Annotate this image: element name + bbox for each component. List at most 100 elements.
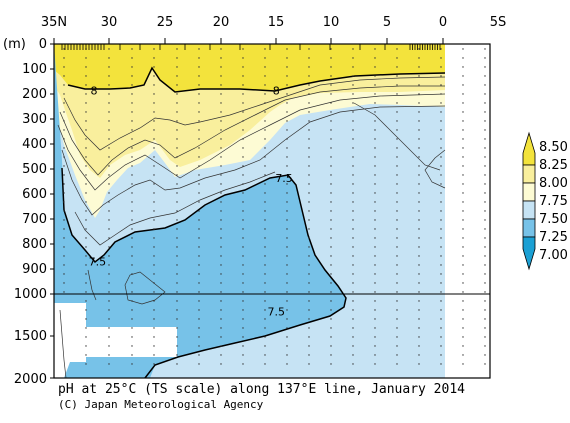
station-dot	[374, 336, 376, 338]
station-dot	[108, 345, 110, 347]
station-dot	[63, 237, 65, 239]
station-dot	[352, 336, 354, 338]
station-dot	[264, 66, 266, 68]
station-dot	[131, 219, 133, 221]
station-dot	[440, 219, 442, 221]
station-dot	[286, 183, 288, 185]
station-dot	[286, 129, 288, 131]
station-dot	[352, 102, 354, 104]
station-dot	[264, 255, 266, 257]
station-dot	[374, 75, 376, 77]
station-dot	[484, 111, 486, 113]
station-dot	[286, 57, 288, 59]
station-dot	[484, 273, 486, 275]
station-dot	[374, 246, 376, 248]
station-dot	[153, 345, 155, 347]
station-dot	[85, 210, 87, 212]
station-dot	[242, 282, 244, 284]
station-dot	[264, 174, 266, 176]
station-dot	[108, 129, 110, 131]
station-dot	[63, 246, 65, 248]
y-tick-label: 300	[22, 112, 47, 127]
station-dot	[242, 138, 244, 140]
station-dot	[462, 147, 464, 149]
station-dot	[308, 264, 310, 266]
station-dot	[242, 57, 244, 59]
station-dot	[242, 192, 244, 194]
station-dot	[440, 93, 442, 95]
station-dot	[108, 309, 110, 311]
station-dot	[108, 48, 110, 50]
station-dot	[85, 129, 87, 131]
station-dot	[242, 147, 244, 149]
station-dot	[198, 57, 200, 59]
station-dot	[220, 246, 222, 248]
station-dot	[153, 111, 155, 113]
station-dot	[418, 57, 420, 59]
station-dot	[462, 156, 464, 158]
station-dot	[176, 201, 178, 203]
x-tick-labels: 35N 30 25 20 15 10 5 0 5S	[41, 15, 506, 30]
station-dot	[220, 228, 222, 230]
station-dot	[396, 93, 398, 95]
station-dot	[63, 228, 65, 230]
station-dot	[242, 327, 244, 329]
station-dot	[176, 309, 178, 311]
station-dot	[462, 363, 464, 365]
station-dot	[308, 84, 310, 86]
station-dot	[176, 318, 178, 320]
station-dot	[131, 165, 133, 167]
station-dot	[286, 264, 288, 266]
station-dot	[330, 282, 332, 284]
station-dot	[308, 255, 310, 257]
station-dot	[396, 174, 398, 176]
station-dot	[440, 147, 442, 149]
station-dot	[131, 291, 133, 293]
station-dot	[418, 363, 420, 365]
station-dot	[131, 327, 133, 329]
colorbar-swatch	[522, 164, 536, 184]
station-dot	[63, 201, 65, 203]
station-dot	[308, 48, 310, 50]
station-dot	[153, 336, 155, 338]
station-dot	[418, 174, 420, 176]
station-dot	[484, 192, 486, 194]
station-dot	[374, 174, 376, 176]
station-dot	[63, 57, 65, 59]
station-dot	[484, 255, 486, 257]
station-dot	[264, 210, 266, 212]
station-dot	[440, 318, 442, 320]
station-dot	[462, 354, 464, 356]
contour-thin-9	[87, 269, 97, 301]
station-dot	[396, 354, 398, 356]
station-dot	[396, 345, 398, 347]
station-dot	[396, 48, 398, 50]
station-dot	[440, 237, 442, 239]
station-dot	[374, 210, 376, 212]
y-tick-label: 900	[22, 262, 47, 277]
station-dot	[286, 282, 288, 284]
station-dot	[153, 201, 155, 203]
station-dot	[131, 237, 133, 239]
station-dot	[374, 282, 376, 284]
station-dot	[198, 120, 200, 122]
station-dot	[85, 327, 87, 329]
station-dot	[484, 183, 486, 185]
station-dot	[286, 255, 288, 257]
station-dot	[63, 273, 65, 275]
station-dot	[440, 201, 442, 203]
station-dot	[330, 354, 332, 356]
station-dot	[220, 66, 222, 68]
station-dot	[153, 237, 155, 239]
station-dot	[176, 129, 178, 131]
station-dot	[176, 255, 178, 257]
station-dot	[308, 228, 310, 230]
station-dot	[308, 318, 310, 320]
station-dot	[108, 273, 110, 275]
station-dot	[484, 345, 486, 347]
station-dot	[484, 84, 486, 86]
station-dot	[462, 93, 464, 95]
station-dot	[286, 336, 288, 338]
station-dot	[286, 174, 288, 176]
station-dot	[63, 291, 65, 293]
